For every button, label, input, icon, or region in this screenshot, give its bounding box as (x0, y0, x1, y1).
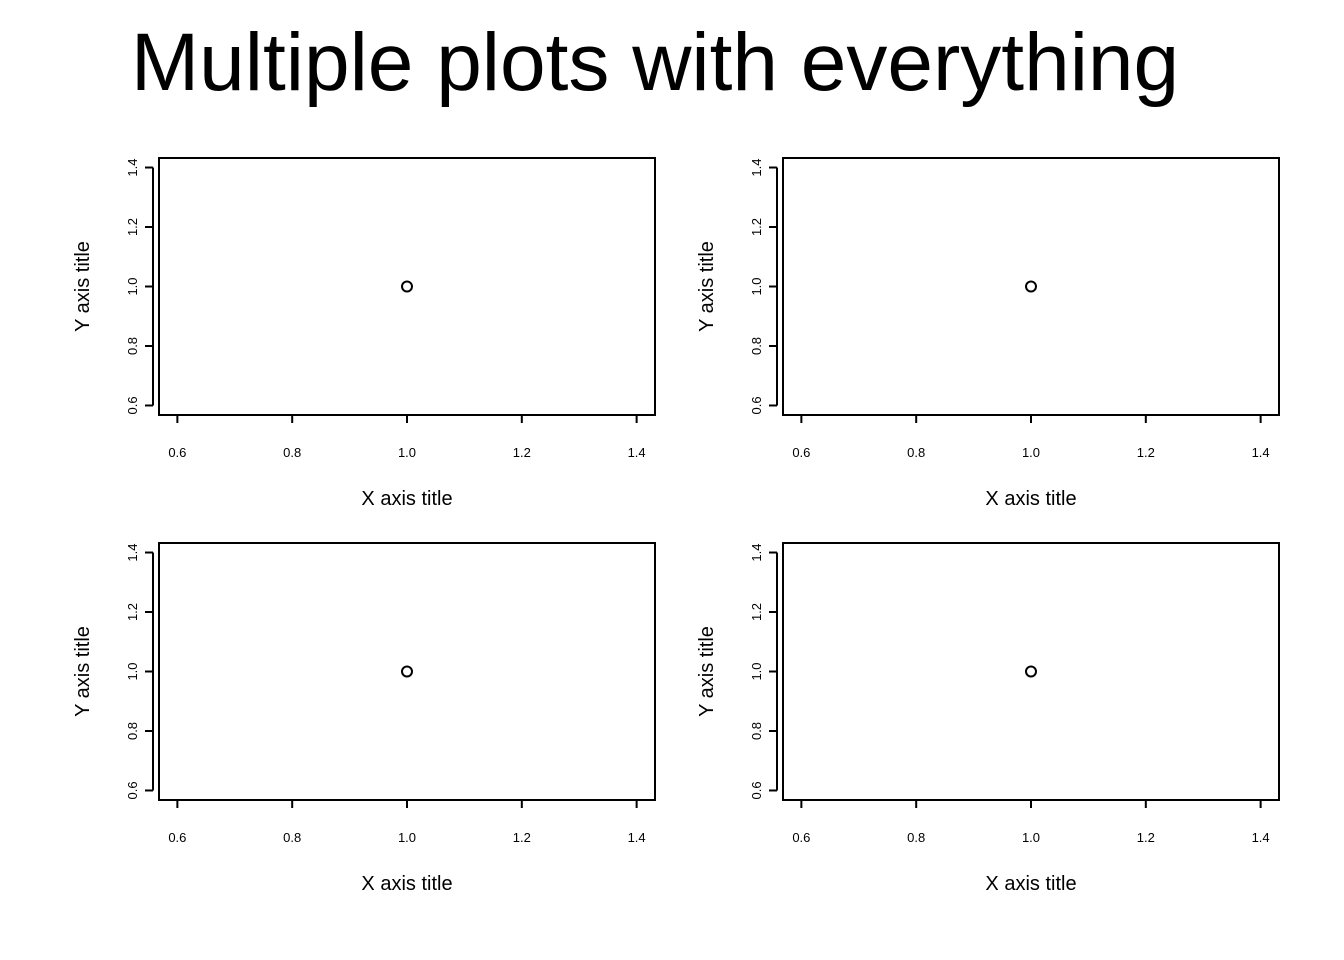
x-axis-title: X axis title (985, 488, 1076, 510)
x-axis-title: X axis title (361, 488, 452, 510)
y-tick-label: 1.2 (749, 218, 764, 236)
x-tick-label: 0.6 (792, 445, 810, 460)
plot-frame (782, 542, 1280, 801)
plot-panel-1: 0.6 0.8 1.0 1.2 1.4 0.6 0.8 1.0 1.2 1.4 X axis tit… (72, 157, 656, 510)
x-tick-label: 1.0 (398, 445, 416, 460)
x-tick-label: 0.6 (168, 445, 186, 460)
y-tick-label: 1.0 (749, 662, 764, 680)
x-tick-label: 1.0 (1022, 445, 1040, 460)
y-tick-label: 1.4 (749, 158, 764, 176)
y-axis-title: Y axis title (696, 241, 718, 332)
x-tick-label: 1.4 (1252, 445, 1270, 460)
y-tick-label: 0.8 (125, 337, 140, 355)
x-axis-title: X axis title (985, 873, 1076, 895)
y-tick-label: 1.4 (125, 543, 140, 561)
x-tick-label: 0.8 (907, 445, 925, 460)
x-axis-title: X axis title (361, 873, 452, 895)
x-tick-label: 0.8 (907, 830, 925, 845)
y-tick-label: 0.8 (749, 337, 764, 355)
x-tick-label: 1.2 (1137, 830, 1155, 845)
y-tick-label: 0.6 (749, 781, 764, 799)
x-tick-label: 1.4 (1252, 830, 1270, 845)
y-axis-title: Y axis title (696, 626, 718, 717)
y-tick-label: 1.0 (125, 662, 140, 680)
plot-panel-2: 0.6 0.8 1.0 1.2 1.4 0.6 0.8 1.0 1.2 1.4 X axis tit… (696, 157, 1280, 510)
y-tick-label: 0.6 (125, 396, 140, 414)
y-tick-label: 1.4 (125, 158, 140, 176)
plot-frame (158, 157, 656, 416)
y-tick-label: 1.2 (749, 603, 764, 621)
y-tick-label: 1.4 (749, 543, 764, 561)
y-tick-label: 0.8 (125, 722, 140, 740)
y-axis-title: Y axis title (72, 241, 94, 332)
plots-grid: 0.6 0.8 1.0 1.2 1.4 0.6 0.8 1.0 1.2 1.4 X axis tit… (72, 157, 1280, 895)
data-point (1025, 665, 1037, 678)
data-point (401, 280, 413, 293)
x-tick-label: 1.4 (628, 830, 646, 845)
x-tick-label: 1.0 (1022, 830, 1040, 845)
main-title: Multiple plots with everything (131, 17, 1179, 108)
y-tick-label: 0.6 (749, 396, 764, 414)
y-tick-label: 1.0 (749, 277, 764, 295)
plot-frame (158, 542, 656, 801)
x-tick-label: 1.2 (1137, 445, 1155, 460)
x-tick-label: 1.0 (398, 830, 416, 845)
y-tick-label: 0.8 (749, 722, 764, 740)
data-point (1025, 280, 1037, 293)
x-tick-label: 0.6 (168, 830, 186, 845)
y-tick-label: 0.6 (125, 781, 140, 799)
x-tick-label: 0.8 (283, 830, 301, 845)
plot-panel-4: 0.6 0.8 1.0 1.2 1.4 0.6 0.8 1.0 1.2 1.4 X axis tit… (696, 542, 1280, 895)
x-tick-label: 1.2 (513, 445, 531, 460)
y-tick-label: 1.2 (125, 218, 140, 236)
x-tick-label: 0.8 (283, 445, 301, 460)
x-tick-label: 1.2 (513, 830, 531, 845)
plot-frame (782, 157, 1280, 416)
x-tick-label: 0.6 (792, 830, 810, 845)
plot-panel-3: 0.6 0.8 1.0 1.2 1.4 0.6 0.8 1.0 1.2 1.4 X axis tit… (72, 542, 656, 895)
y-tick-label: 1.2 (125, 603, 140, 621)
x-tick-label: 1.4 (628, 445, 646, 460)
y-tick-label: 1.0 (125, 277, 140, 295)
y-axis-title: Y axis title (72, 626, 94, 717)
data-point (401, 665, 413, 678)
